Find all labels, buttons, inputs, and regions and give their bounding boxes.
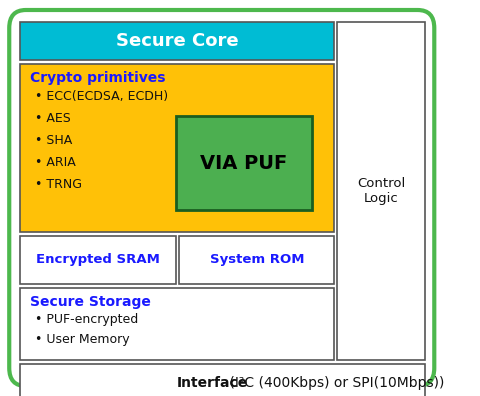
Text: • SHA: • SHA [35, 133, 72, 147]
FancyBboxPatch shape [337, 22, 425, 360]
Text: Encrypted SRAM: Encrypted SRAM [36, 253, 160, 267]
FancyBboxPatch shape [20, 236, 176, 284]
Text: Crypto primitives: Crypto primitives [30, 71, 165, 85]
Text: (I²C (400Kbps) or SPI(10Mbps)): (I²C (400Kbps) or SPI(10Mbps)) [226, 376, 445, 390]
Text: • ECC(ECDSA, ECDH): • ECC(ECDSA, ECDH) [35, 89, 168, 103]
Text: • AES: • AES [35, 112, 71, 124]
Text: VIA PUF: VIA PUF [200, 154, 288, 173]
Text: • PUF-encrypted: • PUF-encrypted [35, 314, 138, 326]
FancyBboxPatch shape [20, 64, 335, 232]
FancyBboxPatch shape [20, 288, 335, 360]
Text: • TRNG: • TRNG [35, 177, 82, 190]
Text: Interface: Interface [177, 376, 248, 390]
FancyBboxPatch shape [20, 364, 425, 396]
Text: Secure Storage: Secure Storage [30, 295, 150, 309]
Text: • User Memory: • User Memory [35, 333, 130, 346]
FancyBboxPatch shape [179, 236, 335, 284]
Text: System ROM: System ROM [210, 253, 304, 267]
Text: Control
Logic: Control Logic [357, 177, 405, 205]
FancyBboxPatch shape [9, 10, 434, 386]
FancyBboxPatch shape [176, 116, 312, 210]
FancyBboxPatch shape [20, 22, 335, 60]
Text: Secure Core: Secure Core [116, 32, 239, 50]
Text: • ARIA: • ARIA [35, 156, 76, 169]
